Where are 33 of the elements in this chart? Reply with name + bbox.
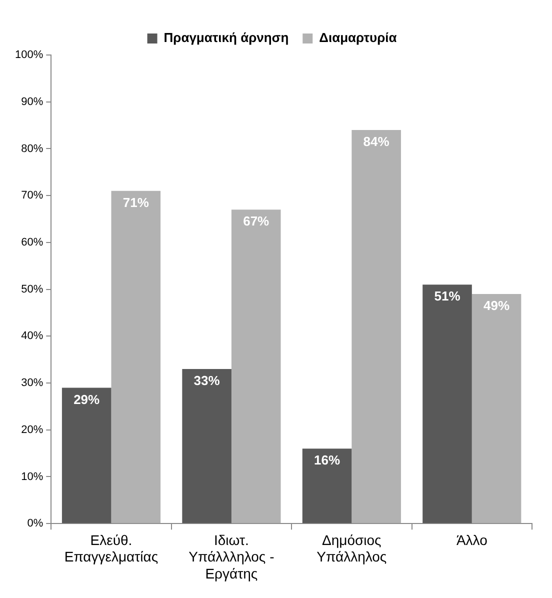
y-tick-label: 70% [21,190,44,202]
x-tick-label: Άλλο [456,532,488,548]
x-tick-label: Δημόσιος Υπάλληλος [316,532,387,565]
bar [231,210,281,524]
y-tick-label: 90% [21,96,44,108]
x-tick-label: Ελεύθ. Επαγγελματίας [64,532,158,565]
data-label: 84% [363,134,390,150]
bar [302,448,352,524]
data-label: 29% [74,392,100,407]
legend-label: Διαμαρτυρία [319,30,397,46]
data-label: 51% [434,288,461,304]
data-label: 49% [484,298,510,314]
y-tick-label: 80% [21,142,44,155]
y-tick-label: 40% [21,330,44,342]
bar [422,284,472,524]
data-label: 16% [314,452,340,468]
data-label: 67% [243,214,270,229]
y-tick-label: 20% [21,424,44,436]
bar [472,294,522,524]
y-tick-label: 60% [21,236,44,248]
bar [182,368,232,524]
y-tick-label: 50% [21,283,44,296]
y-tick-label: 30% [21,377,44,390]
bar [62,388,112,524]
x-tick-label: Ιδιωτ. Υπάλλληλος - Εργάτης [188,532,275,582]
data-label: 71% [122,194,150,210]
bar [111,190,161,524]
legend-label: Πραγματική άρνηση [164,30,289,46]
bar [352,130,401,524]
data-label: 33% [194,373,220,388]
y-tick-label: 10% [21,470,44,483]
y-tick-label: 0% [27,518,44,530]
y-tick-label: 100% [14,49,44,62]
